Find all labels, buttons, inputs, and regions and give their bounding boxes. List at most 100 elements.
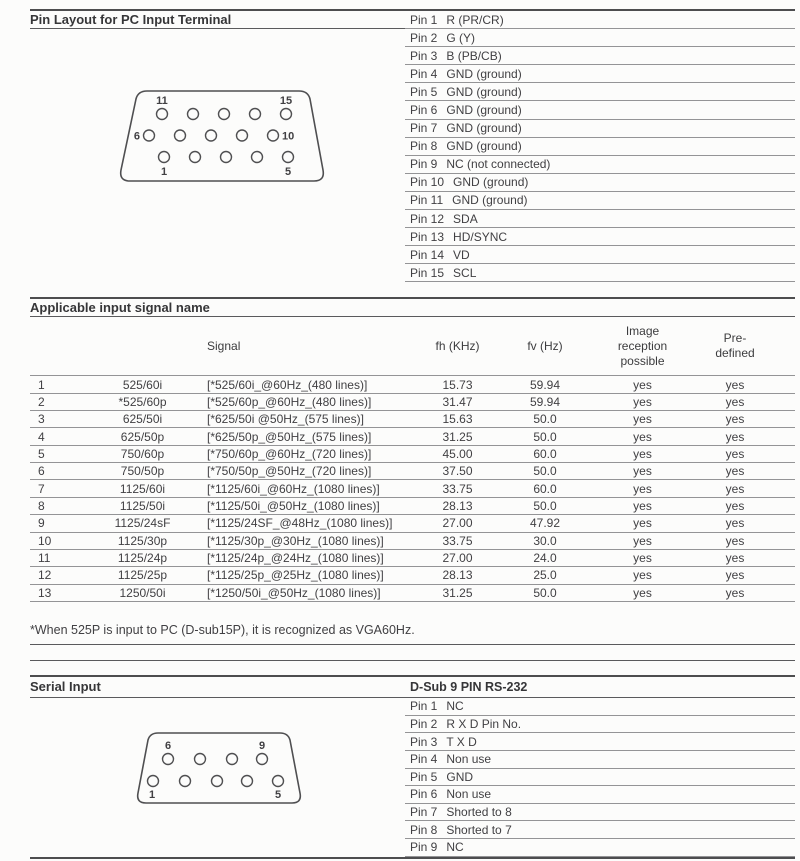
pin-list-row: Pin 1 NC: [405, 698, 795, 716]
pin-description: SDA: [453, 211, 478, 226]
cell-fh: 27.00: [442, 516, 473, 531]
cell-row-number: 10: [38, 533, 52, 548]
d-sub-9-connector-diagram: 6 9 1 5: [136, 732, 302, 804]
signal-table-row: 9 1125/24sF [*1125/24SF_@48Hz_(1080 line…: [30, 515, 795, 533]
pin-list-row: Pin 9 NC (not connected): [405, 156, 795, 174]
cell-signal-detail: [*750/60p_@60Hz_(720 lines)]: [207, 446, 372, 461]
cell-row-number: 1: [38, 377, 45, 392]
pin-hole: [178, 774, 192, 788]
serial-input-title: Serial Input: [30, 679, 101, 695]
cell-signal-detail: [*1250/50i_@50Hz_(1080 lines)]: [207, 585, 381, 600]
pin-number: Pin 13: [410, 229, 445, 244]
pin-number: Pin 6: [410, 103, 438, 118]
pin-list-row: Pin 8 GND (ground): [405, 138, 795, 156]
cell-signal-name: 1125/60i: [119, 481, 166, 496]
footnote: *When 525P is input to PC (D-sub15P), it…: [30, 602, 795, 645]
pin-hole: [217, 107, 231, 121]
signal-table-header: Signal fh (KHz) fv (Hz) Image reception …: [30, 317, 795, 375]
pin-description: G (Y): [446, 30, 476, 45]
pin-description: GND (ground): [446, 84, 522, 99]
pin-label-5: 5: [285, 166, 291, 178]
connector-outline: [136, 732, 302, 804]
cell-fv: 50.0: [533, 585, 557, 600]
cell-image-reception: yes: [633, 551, 652, 566]
cell-predefined: yes: [725, 533, 745, 548]
header-fv: fv (Hz): [527, 338, 563, 353]
pin-number: Pin 4: [410, 66, 438, 81]
header-image-reception-line3: possible: [620, 353, 665, 368]
manual-page: Pin Layout for PC Input Terminal: [30, 9, 795, 859]
cell-row-number: 9: [38, 516, 45, 531]
signal-table-row: 8 1125/50i [*1125/50i_@50Hz_(1080 lines)…: [30, 498, 795, 516]
cell-fh: 15.63: [442, 412, 473, 427]
pin-description: B (PB/CB): [446, 48, 502, 63]
signal-table-row: 4 625/50p [*625/50p_@50Hz_(575 lines)] 3…: [30, 428, 795, 446]
cell-signal-name: *525/60p: [118, 394, 167, 409]
cell-predefined: yes: [725, 429, 745, 444]
cell-signal-detail: [*1125/30p_@30Hz_(1080 lines)]: [207, 533, 384, 548]
cell-fh: 28.13: [442, 568, 473, 583]
cell-row-number: 11: [38, 551, 51, 566]
pin-list-row: Pin 2 G (Y): [405, 29, 795, 48]
pin-list-row: Pin 3 B (PB/CB): [405, 47, 795, 66]
pin-hole: [210, 774, 224, 788]
cell-signal-detail: [*625/50i @50Hz_(575 lines)]: [207, 412, 364, 427]
pin-description: NC: [446, 840, 464, 855]
pin-description: SCL: [453, 265, 477, 280]
header-predefined-line1: Pre-: [723, 331, 747, 346]
header-predefined-line2: defined: [715, 346, 755, 361]
cell-fh: 31.47: [442, 394, 473, 409]
cell-signal-detail: [*1125/25p_@25Hz_(1080 lines)]: [207, 568, 384, 583]
pin-hole: [271, 774, 285, 788]
pin-number: Pin 7: [410, 805, 438, 820]
cell-image-reception: yes: [633, 585, 652, 600]
signal-table-row: 12 1125/25p [*1125/25p_@25Hz_(1080 lines…: [30, 567, 795, 585]
cell-image-reception: yes: [633, 481, 652, 496]
cell-row-number: 3: [38, 412, 45, 427]
cell-fh: 28.13: [442, 498, 473, 513]
pin-list-row: Pin 6 Non use: [405, 786, 795, 804]
pin-description: Non use: [446, 752, 492, 767]
pin-number: Pin 4: [410, 752, 438, 767]
pin-list-row: Pin 9 NC: [405, 839, 795, 857]
pin-description: HD/SYNC: [453, 229, 508, 244]
cell-signal-detail: [*1125/24SF_@48Hz_(1080 lines)]: [207, 516, 393, 531]
pin-description: GND (ground): [446, 66, 522, 81]
pin-number: Pin 5: [410, 769, 438, 784]
pin-hole: [193, 752, 207, 766]
connector-outline: [119, 90, 325, 182]
pin-list-row: Pin 2 R X D Pin No.: [405, 716, 795, 734]
pin-description: T X D: [446, 734, 477, 749]
cell-fh: 37.50: [442, 464, 473, 479]
signal-table-row: 7 1125/60i [*1125/60i_@60Hz_(1080 lines)…: [30, 480, 795, 498]
cell-fh: 31.25: [442, 429, 473, 444]
pin-number: Pin 6: [410, 787, 438, 802]
cell-image-reception: yes: [633, 394, 652, 409]
cell-fv: 50.0: [533, 498, 557, 513]
cell-fv: 24.0: [533, 551, 557, 566]
pin-description: NC (not connected): [446, 157, 551, 172]
header-signal: Signal: [207, 338, 241, 353]
pin-hole: [248, 107, 262, 121]
cell-row-number: 6: [38, 464, 45, 479]
pin-number: Pin 7: [410, 121, 438, 136]
signal-table-section: Applicable input signal name Signal fh (…: [30, 297, 795, 645]
cell-signal-detail: [*1125/24p_@24Hz_(1080 lines)]: [207, 551, 384, 566]
pin-number: Pin 10: [410, 175, 445, 190]
pc-input-section: Pin Layout for PC Input Terminal: [30, 9, 795, 283]
pin-number: Pin 5: [410, 84, 438, 99]
header-image-reception: Image reception possible: [590, 324, 695, 369]
pin-hole: [155, 107, 169, 121]
cell-image-reception: yes: [633, 498, 652, 513]
pin-list-row: Pin 4 Non use: [405, 751, 795, 769]
cell-signal-name: 625/50i: [122, 412, 163, 427]
pin-list-row: Pin 15 SCL: [405, 264, 795, 283]
pin-description: Non use: [446, 787, 492, 802]
pin-hole: [225, 752, 239, 766]
cell-predefined: yes: [725, 516, 745, 531]
pin-number: Pin 14: [410, 247, 445, 262]
cell-image-reception: yes: [633, 533, 652, 548]
pin-hole: [219, 150, 233, 164]
pin-description: GND: [446, 769, 474, 784]
pin-list-row: Pin 7 GND (ground): [405, 120, 795, 138]
